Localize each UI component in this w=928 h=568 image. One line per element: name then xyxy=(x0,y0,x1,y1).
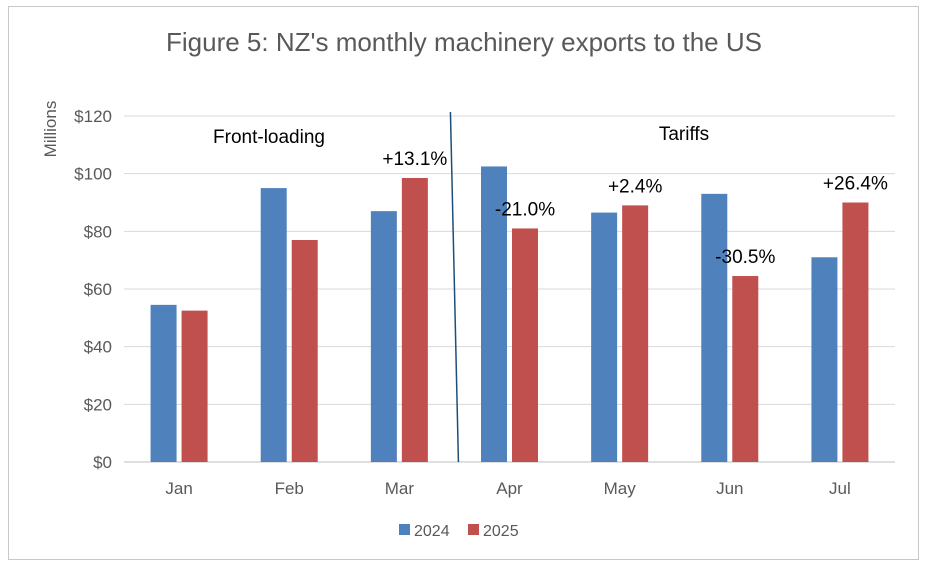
legend-swatch-2024 xyxy=(399,524,410,535)
bar-may-2025 xyxy=(622,205,649,462)
y-tick-label: $40 xyxy=(84,338,112,357)
x-tick-label-jan: Jan xyxy=(165,479,192,498)
y-axis-label: Millions xyxy=(41,101,60,158)
gridlines xyxy=(124,115,895,463)
x-tick-label-apr: Apr xyxy=(496,479,523,498)
legend: 2024 2025 xyxy=(399,523,519,540)
bar-jan-2024 xyxy=(150,304,177,462)
bar-apr-2024 xyxy=(481,166,507,463)
bar-may-2024 xyxy=(591,212,618,462)
bar-jul-2024 xyxy=(811,257,838,462)
bar-jun-2025 xyxy=(732,276,759,462)
x-tick-label-jun: Jun xyxy=(716,479,743,498)
annotation-tariffs: Tariffs xyxy=(659,124,709,145)
period-divider-line xyxy=(449,111,460,463)
y-tick-label: $80 xyxy=(84,222,112,241)
data-label-may: +2.4% xyxy=(608,176,663,197)
data-label-apr: -21.0% xyxy=(495,199,555,220)
x-tick-label-mar: Mar xyxy=(385,479,415,498)
bar-jan-2025 xyxy=(181,310,208,462)
legend-label-2024: 2024 xyxy=(414,523,450,540)
bars xyxy=(150,166,869,463)
bar-mar-2024 xyxy=(370,211,397,462)
data-label-jul: +26.4% xyxy=(823,174,888,195)
y-tick-label: $20 xyxy=(84,395,112,414)
y-tick-label: $120 xyxy=(74,107,112,126)
chart-frame xyxy=(8,6,919,560)
y-tick-label: $60 xyxy=(84,280,112,299)
x-tick-label-jul: Jul xyxy=(829,479,851,498)
x-tick-labels: Jan Feb Mar Apr May Jun Jul xyxy=(165,479,850,498)
annotation-front-loading: Front-loading xyxy=(213,127,325,148)
bar-mar-2025 xyxy=(401,177,428,462)
y-tick-label: $100 xyxy=(74,165,112,184)
legend-label-2025: 2025 xyxy=(483,523,519,540)
chart-title: Figure 5: NZ's monthly machinery exports… xyxy=(166,27,762,57)
bar-jul-2025 xyxy=(842,202,869,462)
legend-swatch-2025 xyxy=(468,524,479,535)
data-labels: +13.1% -21.0% +2.4% -30.5% +26.4% xyxy=(382,149,888,268)
y-tick-labels: $0 $20 $40 $60 $80 $100 $120 xyxy=(74,107,112,472)
x-tick-label-feb: Feb xyxy=(275,479,304,498)
bar-jun-2024 xyxy=(701,193,728,462)
bar-feb-2025 xyxy=(291,239,318,462)
y-tick-label: $0 xyxy=(93,453,112,472)
data-label-mar: +13.1% xyxy=(382,149,447,170)
data-label-jun: -30.5% xyxy=(715,247,775,268)
bar-feb-2024 xyxy=(260,188,287,463)
bar-apr-2025 xyxy=(512,228,538,462)
x-tick-label-may: May xyxy=(604,479,637,498)
